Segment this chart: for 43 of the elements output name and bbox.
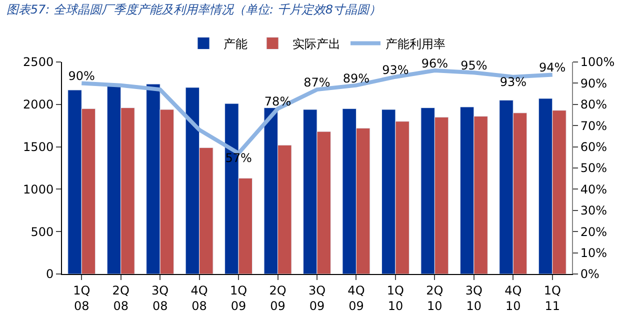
data-label: 94% <box>539 60 566 75</box>
x-tick-label: 3Q 10 <box>465 283 482 313</box>
data-label: 87% <box>304 76 330 90</box>
data-label: 93% <box>500 74 526 89</box>
legend-label: 产能 <box>224 36 248 51</box>
y2-tick-label: 60% <box>580 140 608 154</box>
data-label: 78% <box>264 94 292 109</box>
y2-tick-label: 40% <box>580 182 608 196</box>
x-tick-label: 4Q 09 <box>348 283 365 313</box>
y-tick-label: 1500 <box>23 140 54 154</box>
data-label: 89% <box>342 71 370 86</box>
y2-tick-label: 100% <box>580 55 615 70</box>
x-tick-label: 1Q 11 <box>544 283 561 313</box>
data-label: 90% <box>68 69 95 84</box>
y-tick-label: 2500 <box>23 55 54 70</box>
y2-tick-label: 20% <box>580 224 608 239</box>
x-tick-label: 1Q 10 <box>386 283 404 313</box>
data-label: 93% <box>382 62 409 77</box>
y-tick-label: 0 <box>46 267 54 282</box>
x-tick-label: 3Q 09 <box>308 283 326 313</box>
y2-tick-label: 90% <box>580 76 608 90</box>
y2-tick-label: 70% <box>580 118 608 133</box>
x-tick-label: 4Q 10 <box>504 283 522 313</box>
y-tick-label: 500 <box>30 224 54 239</box>
x-tick-label: 2Q 08 <box>112 283 130 313</box>
x-tick-label: 3Q 08 <box>152 283 169 313</box>
data-label: 96% <box>421 56 448 70</box>
x-tick-label: 2Q 10 <box>426 283 444 313</box>
x-tick-label: 1Q 09 <box>230 283 248 313</box>
y2-tick-label: 0% <box>580 267 600 282</box>
legend-label: 产能利用率 <box>386 36 446 51</box>
x-tick-label: 4Q 08 <box>190 283 208 313</box>
y2-tick-label: 10% <box>580 246 608 260</box>
y-tick-label: 1000 <box>23 182 54 196</box>
y2-tick-label: 30% <box>580 204 608 218</box>
y-tick-label: 2000 <box>23 98 54 112</box>
x-tick-label: 2Q 09 <box>269 283 286 313</box>
data-label: 95% <box>460 58 488 73</box>
legend-label: 实际产出 <box>292 36 340 51</box>
x-tick-label: 1Q 08 <box>73 283 90 313</box>
chart-title: 图表57: 全球晶圆厂季度产能及利用率情况（单位: 千片定效8寸晶圆） <box>6 2 382 16</box>
y2-tick-label: 80% <box>580 98 608 112</box>
y2-tick-label: 50% <box>580 161 608 176</box>
